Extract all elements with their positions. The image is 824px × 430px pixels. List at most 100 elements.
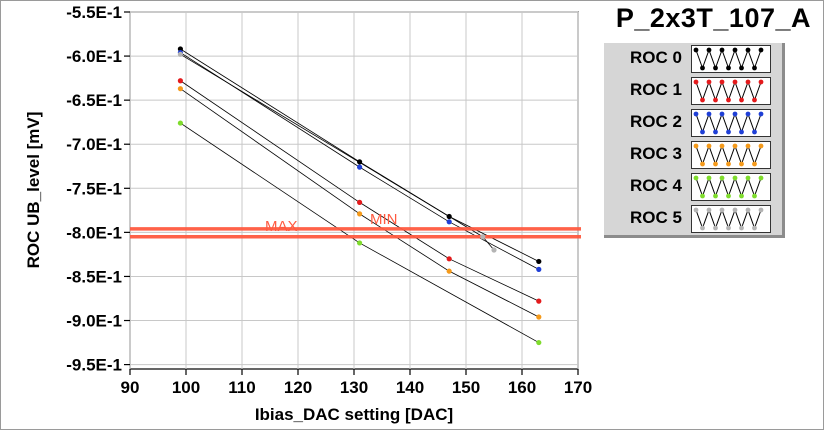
data-point-roc-2: [536, 266, 542, 272]
data-point-roc-2: [446, 219, 452, 225]
legend-swatch-marker: [745, 143, 751, 149]
legend-swatch-marker: [713, 129, 718, 135]
legend-swatch-marker: [752, 65, 757, 71]
legend-swatch: [691, 141, 771, 169]
legend-swatch-marker: [713, 161, 718, 167]
legend-swatch-line: [695, 208, 762, 230]
legend-label: ROC 0: [630, 48, 682, 67]
legend-item-roc-4: ROC 4: [604, 171, 782, 203]
legend-swatch-marker: [739, 225, 744, 231]
series-line-roc-4: [359, 242, 539, 343]
y-tick-label: -8.0E-1: [66, 223, 122, 242]
x-axis-label: Ibias_DAC setting [DAC]: [255, 405, 453, 424]
legend-swatch-marker: [758, 79, 764, 85]
legend-swatch-marker: [745, 111, 751, 117]
legend-swatch-marker: [726, 129, 731, 135]
legend-swatch-marker: [713, 193, 718, 199]
grid: [124, 11, 579, 375]
legend-swatch-marker: [726, 65, 731, 71]
legend-swatch-marker: [700, 225, 705, 231]
legend-swatch-marker: [758, 47, 764, 53]
data-point-roc-1: [177, 78, 183, 84]
legend-item-roc-0: ROC 0: [604, 43, 782, 75]
series-line-roc-1: [359, 202, 450, 260]
x-tick-label: 170: [564, 378, 592, 397]
x-tick-label: 90: [121, 378, 140, 397]
legend-swatch-marker: [693, 47, 699, 53]
reference-lines: MIN MAX: [130, 211, 581, 239]
legend-swatch-marker: [713, 97, 718, 103]
legend-swatch-marker: [706, 47, 712, 53]
data-point-roc-3: [177, 86, 183, 92]
series-points: [177, 46, 542, 346]
data-point-roc-4: [177, 120, 183, 126]
legend-swatch-marker: [752, 193, 757, 199]
legend-swatch-marker: [739, 129, 744, 135]
legend-swatch-marker: [732, 47, 738, 53]
data-point-roc-1: [446, 256, 452, 262]
legend-swatch-marker: [745, 47, 751, 53]
series-line-roc-1: [180, 80, 360, 203]
legend-label: ROC 4: [630, 176, 682, 195]
legend-item-roc-1: ROC 1: [604, 75, 782, 107]
data-point-roc-5: [480, 234, 486, 240]
data-point-roc-0: [446, 213, 452, 220]
y-tick-label: -6.0E-1: [66, 47, 122, 66]
legend-swatch-marker: [745, 175, 751, 181]
data-point-roc-2: [357, 164, 363, 170]
legend-swatch-marker: [758, 207, 764, 213]
data-point-roc-0: [357, 159, 363, 165]
series-line-roc-5: [482, 236, 495, 251]
data-point-roc-3: [357, 211, 363, 217]
series-line-roc-2: [180, 52, 360, 168]
y-tick-label: -6.5E-1: [66, 91, 122, 110]
max-line-label: MAX: [265, 218, 298, 235]
legend-swatch-marker: [739, 161, 744, 167]
series-line-roc-3: [359, 213, 450, 272]
legend-swatch: [691, 77, 771, 105]
legend-swatch-marker: [706, 207, 712, 213]
legend-item-roc-5: ROC 5: [604, 203, 782, 235]
x-tick-label: 140: [396, 378, 424, 397]
data-point-roc-1: [357, 199, 363, 205]
legend-swatch: [691, 205, 771, 233]
legend-swatch-marker: [693, 207, 699, 213]
legend-swatch-line: [695, 112, 762, 134]
data-point-roc-1: [536, 298, 542, 304]
legend-swatch-marker: [745, 207, 751, 213]
data-point-roc-4: [357, 240, 363, 246]
legend-label: ROC 3: [630, 144, 682, 163]
legend-swatch-marker: [719, 111, 725, 117]
data-point-roc-3: [536, 314, 542, 320]
series-line-roc-1: [449, 258, 539, 302]
legend-swatch-marker: [713, 65, 718, 71]
x-tick-label: 120: [284, 378, 312, 397]
legend-swatch-marker: [739, 193, 744, 199]
legend-swatch-marker: [752, 225, 757, 231]
data-point-roc-0: [536, 258, 542, 265]
legend-swatch-marker: [726, 193, 731, 199]
legend-swatch-marker: [706, 79, 712, 85]
legend-swatch-marker: [719, 175, 725, 181]
x-tick-label: 150: [452, 378, 480, 397]
legend-swatch-marker: [752, 97, 757, 103]
legend-swatch-marker: [726, 97, 731, 103]
legend-swatch-marker: [719, 79, 725, 85]
min-line-label: MIN: [370, 211, 398, 228]
x-tick-labels: 90 100 110 120 130 140 150 160 170: [121, 378, 593, 397]
legend-swatch: [691, 173, 771, 201]
legend-swatch-marker: [732, 175, 738, 181]
x-tick-label: 100: [172, 378, 200, 397]
y-tick-label: -7.0E-1: [66, 135, 122, 154]
series-line-roc-3: [449, 270, 539, 318]
legend-item-roc-3: ROC 3: [604, 139, 782, 171]
y-tick-label: -7.5E-1: [66, 179, 122, 198]
legend-swatch-marker: [732, 79, 738, 85]
y-tick-label: -9.5E-1: [66, 356, 122, 375]
series-lines: [180, 48, 539, 343]
series-line-roc-0: [180, 48, 360, 163]
legend-swatch-marker: [732, 143, 738, 149]
legend-swatch-marker: [693, 143, 699, 149]
legend-swatch-marker: [719, 207, 725, 213]
